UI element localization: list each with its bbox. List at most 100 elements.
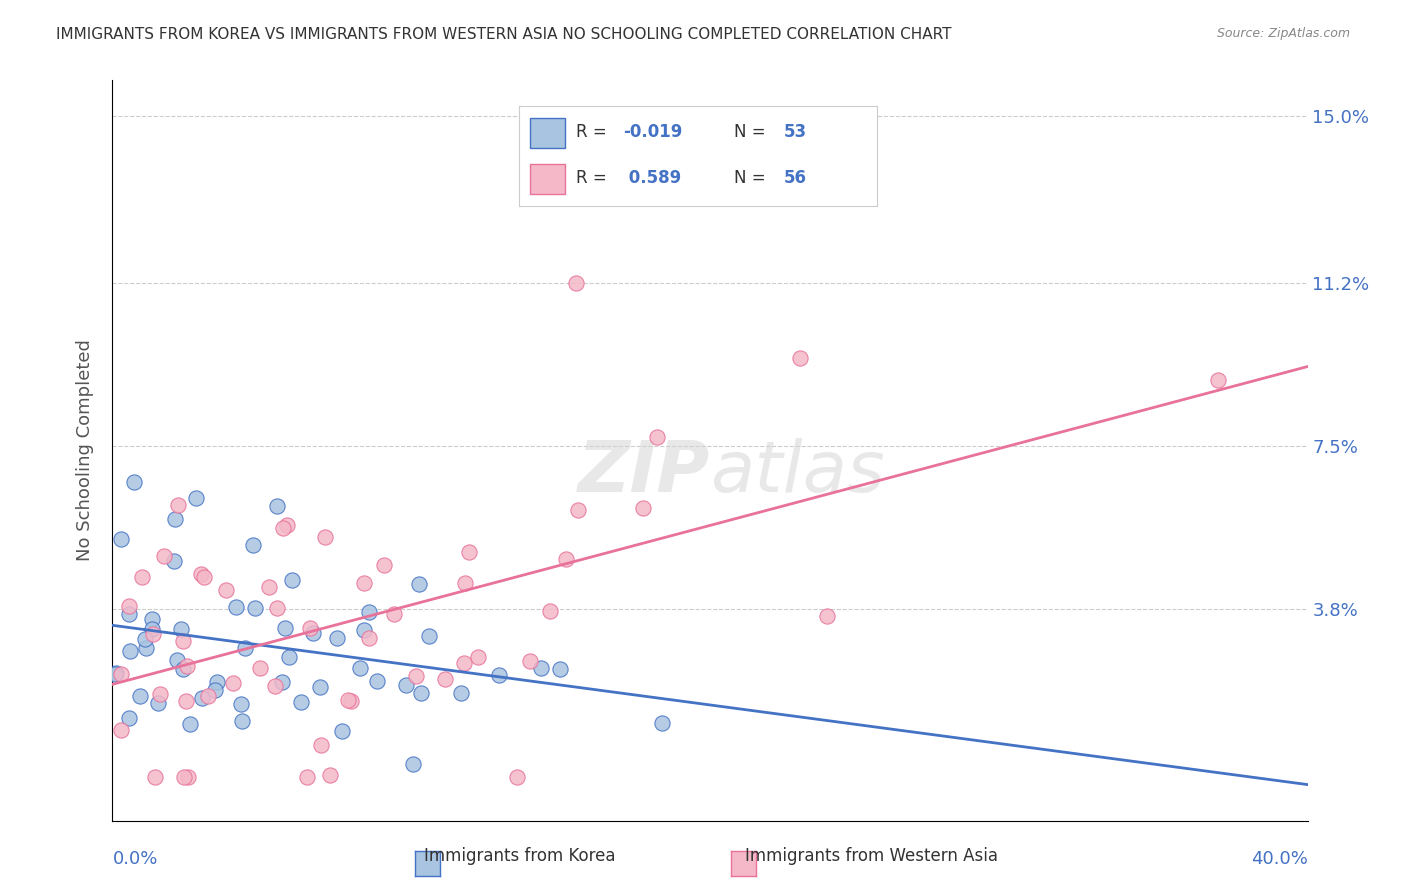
- Text: IMMIGRANTS FROM KOREA VS IMMIGRANTS FROM WESTERN ASIA NO SCHOOLING COMPLETED COR: IMMIGRANTS FROM KOREA VS IMMIGRANTS FROM…: [56, 27, 952, 42]
- Point: [190, 566, 212, 581]
- Point: [105, 666, 128, 681]
- Point: [263, 679, 285, 693]
- Point: [382, 607, 405, 621]
- Point: [197, 689, 219, 703]
- Point: [817, 609, 839, 624]
- Text: ZIP: ZIP: [578, 438, 710, 508]
- Point: [337, 693, 360, 707]
- Point: [1206, 373, 1229, 387]
- Point: [110, 666, 132, 681]
- Point: [290, 695, 312, 709]
- Point: [131, 570, 153, 584]
- Point: [204, 683, 226, 698]
- Point: [418, 629, 440, 643]
- Point: [450, 686, 472, 700]
- Text: Immigrants from Korea: Immigrants from Korea: [425, 847, 616, 865]
- Point: [538, 604, 561, 618]
- Point: [166, 653, 188, 667]
- Point: [177, 770, 200, 784]
- Point: [205, 674, 228, 689]
- Point: [110, 533, 132, 547]
- Point: [281, 573, 304, 587]
- Point: [243, 600, 266, 615]
- Point: [225, 600, 247, 615]
- Point: [163, 554, 186, 568]
- Point: [122, 475, 145, 489]
- Point: [266, 601, 288, 615]
- Point: [266, 500, 288, 514]
- Point: [408, 577, 430, 591]
- Point: [340, 694, 363, 708]
- Point: [110, 723, 132, 738]
- Point: [633, 501, 655, 516]
- Point: [191, 690, 214, 705]
- Point: [274, 621, 297, 635]
- Point: [453, 656, 475, 670]
- Point: [141, 612, 163, 626]
- Point: [277, 650, 299, 665]
- Point: [309, 739, 332, 753]
- Point: [357, 631, 380, 645]
- Point: [118, 711, 141, 725]
- Point: [519, 654, 541, 668]
- Point: [233, 641, 256, 656]
- Text: Source: ZipAtlas.com: Source: ZipAtlas.com: [1216, 27, 1350, 40]
- Point: [567, 503, 589, 517]
- Point: [118, 599, 141, 613]
- Point: [249, 661, 271, 675]
- Point: [231, 714, 253, 729]
- Point: [276, 517, 298, 532]
- Point: [193, 570, 215, 584]
- Point: [141, 622, 163, 636]
- Point: [221, 676, 243, 690]
- Point: [353, 576, 375, 591]
- Point: [242, 538, 264, 552]
- Point: [789, 351, 811, 365]
- Text: atlas: atlas: [710, 438, 884, 508]
- Point: [148, 687, 170, 701]
- Point: [271, 675, 294, 690]
- Point: [172, 661, 194, 675]
- Point: [454, 576, 477, 591]
- Point: [405, 669, 427, 683]
- Point: [395, 678, 418, 692]
- Point: [153, 549, 176, 563]
- Point: [319, 767, 342, 781]
- Point: [231, 697, 253, 711]
- Point: [302, 626, 325, 640]
- Point: [506, 770, 529, 784]
- Point: [120, 644, 142, 658]
- Point: [458, 545, 481, 559]
- Point: [166, 498, 188, 512]
- Point: [297, 770, 319, 784]
- Text: Immigrants from Western Asia: Immigrants from Western Asia: [745, 847, 998, 865]
- Point: [467, 650, 489, 665]
- Point: [135, 641, 157, 656]
- Point: [349, 661, 371, 675]
- Point: [186, 491, 208, 505]
- Point: [174, 694, 197, 708]
- Point: [129, 689, 152, 703]
- Point: [179, 717, 201, 731]
- Point: [564, 276, 586, 290]
- Point: [326, 631, 349, 645]
- Point: [298, 621, 321, 635]
- Y-axis label: No Schooling Completed: No Schooling Completed: [76, 340, 94, 561]
- Point: [651, 716, 673, 731]
- Point: [357, 605, 380, 619]
- Point: [366, 673, 388, 688]
- Point: [353, 624, 375, 638]
- Text: 40.0%: 40.0%: [1251, 850, 1308, 868]
- Point: [142, 626, 165, 640]
- Point: [173, 770, 195, 784]
- Point: [555, 552, 578, 566]
- Point: [143, 770, 166, 784]
- Point: [488, 668, 510, 682]
- Point: [314, 530, 336, 544]
- Point: [146, 696, 169, 710]
- Point: [330, 723, 353, 738]
- Point: [409, 686, 432, 700]
- Point: [172, 634, 194, 648]
- Text: 0.0%: 0.0%: [112, 850, 157, 868]
- Point: [647, 429, 669, 443]
